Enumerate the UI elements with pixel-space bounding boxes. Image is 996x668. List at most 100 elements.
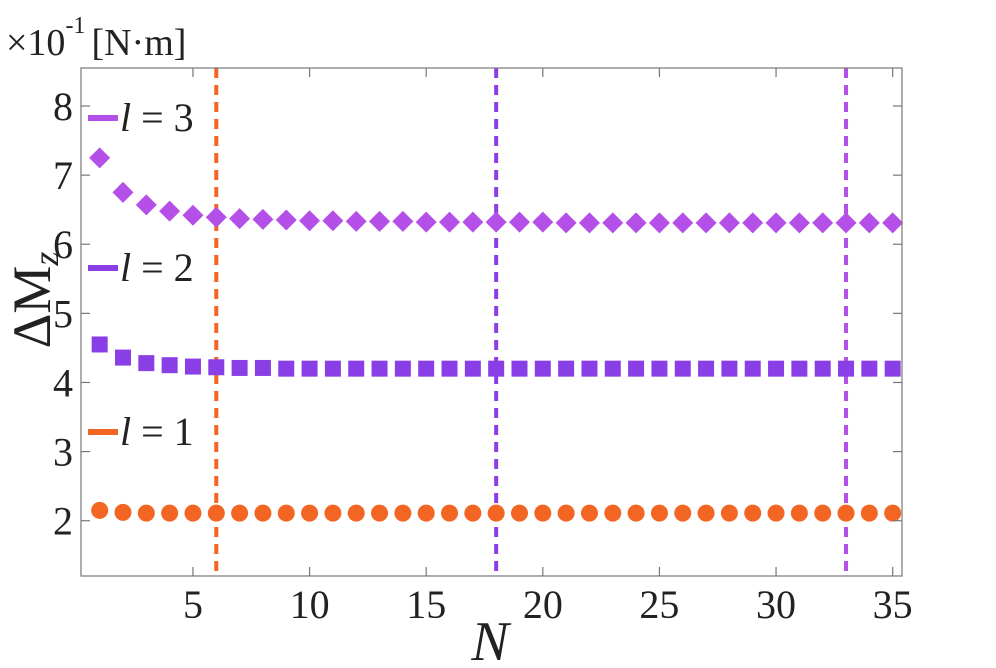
data-point <box>229 208 251 230</box>
data-point <box>91 501 109 519</box>
reference-lines <box>214 68 849 576</box>
data-point <box>348 360 365 377</box>
data-point <box>301 504 319 522</box>
data-point <box>557 504 575 522</box>
data-point <box>182 204 204 226</box>
data-point <box>765 212 787 234</box>
y-tick-label: 7 <box>53 153 73 198</box>
data-point <box>369 210 391 232</box>
data-point <box>742 212 764 234</box>
data-point <box>464 504 482 522</box>
data-point <box>161 504 179 522</box>
data-point <box>814 504 832 522</box>
data-point <box>415 211 437 233</box>
data-point <box>697 504 715 522</box>
data-point <box>838 360 855 377</box>
data-point <box>277 504 295 522</box>
data-point <box>441 360 458 377</box>
y-tick-label: 3 <box>53 430 73 475</box>
data-point <box>231 504 249 522</box>
series-layer <box>89 147 904 522</box>
data-point <box>651 360 668 377</box>
x-axis-title: N <box>470 611 511 668</box>
x-tick-label: 35 <box>873 582 913 627</box>
data-point <box>698 360 715 377</box>
data-point <box>884 360 901 377</box>
data-point <box>835 212 857 234</box>
data-point <box>439 211 461 233</box>
data-point <box>275 209 297 231</box>
data-point <box>628 360 645 377</box>
legend-label: l = 1 <box>120 409 194 454</box>
data-point <box>114 349 131 366</box>
data-point <box>604 360 621 377</box>
data-point <box>207 504 225 522</box>
data-point <box>790 504 808 522</box>
data-point <box>721 360 738 377</box>
data-point <box>278 360 295 377</box>
data-point <box>695 212 717 234</box>
data-point <box>159 200 181 222</box>
data-point <box>510 504 528 522</box>
data-point <box>371 504 389 522</box>
data-point <box>345 210 367 232</box>
y-tick-label: 2 <box>53 499 73 544</box>
series-2 <box>91 336 901 377</box>
data-point <box>602 212 624 234</box>
data-point <box>138 355 155 372</box>
data-point <box>532 211 554 233</box>
y-tick-label: 8 <box>53 84 73 129</box>
data-point <box>301 360 318 377</box>
data-point <box>392 210 414 232</box>
data-point <box>791 360 808 377</box>
y-tick-label: 5 <box>53 291 73 336</box>
data-point <box>324 360 341 377</box>
data-point <box>417 504 435 522</box>
data-point <box>744 360 761 377</box>
data-point <box>578 212 600 234</box>
y-tick-label: 4 <box>53 360 73 405</box>
data-point <box>534 360 551 377</box>
x-tick-label: 20 <box>523 582 563 627</box>
data-point <box>161 357 178 374</box>
x-tick-label: 15 <box>406 582 446 627</box>
data-point <box>558 360 575 377</box>
legend: l = 1 l = 2 l = 3 <box>88 95 194 454</box>
data-point <box>184 504 202 522</box>
data-point <box>254 504 272 522</box>
data-point <box>135 194 157 216</box>
data-point <box>208 359 225 376</box>
data-point <box>720 504 738 522</box>
data-point <box>464 360 481 377</box>
data-point <box>299 210 321 232</box>
data-point <box>674 504 692 522</box>
data-point <box>488 360 505 377</box>
series-1 <box>91 501 902 522</box>
data-point <box>418 360 435 377</box>
data-point <box>860 504 878 522</box>
data-point <box>371 360 388 377</box>
data-point <box>324 504 342 522</box>
data-point <box>627 504 645 522</box>
series-3 <box>89 147 904 234</box>
legend-label: l = 3 <box>120 95 194 140</box>
y-tick-label: 6 <box>53 222 73 267</box>
axis-ticks: 5 10 15 20 25 30 35 2 3 4 5 6 7 8 <box>53 68 913 627</box>
data-point <box>882 212 904 234</box>
x-tick-label: 5 <box>183 582 203 627</box>
data-point <box>508 211 530 233</box>
data-point <box>91 336 108 353</box>
data-point <box>650 504 668 522</box>
y-axis-title-subscript: z <box>26 252 66 267</box>
data-point <box>555 212 577 234</box>
data-point <box>112 181 134 203</box>
x-tick-label: 25 <box>639 582 679 627</box>
y-axis-title: ΔMz <box>2 252 66 349</box>
unit-exponent: -1 <box>65 13 85 39</box>
data-point <box>744 504 762 522</box>
data-point <box>89 147 111 169</box>
data-point <box>884 504 902 522</box>
data-point <box>252 208 274 230</box>
data-point <box>625 212 647 234</box>
